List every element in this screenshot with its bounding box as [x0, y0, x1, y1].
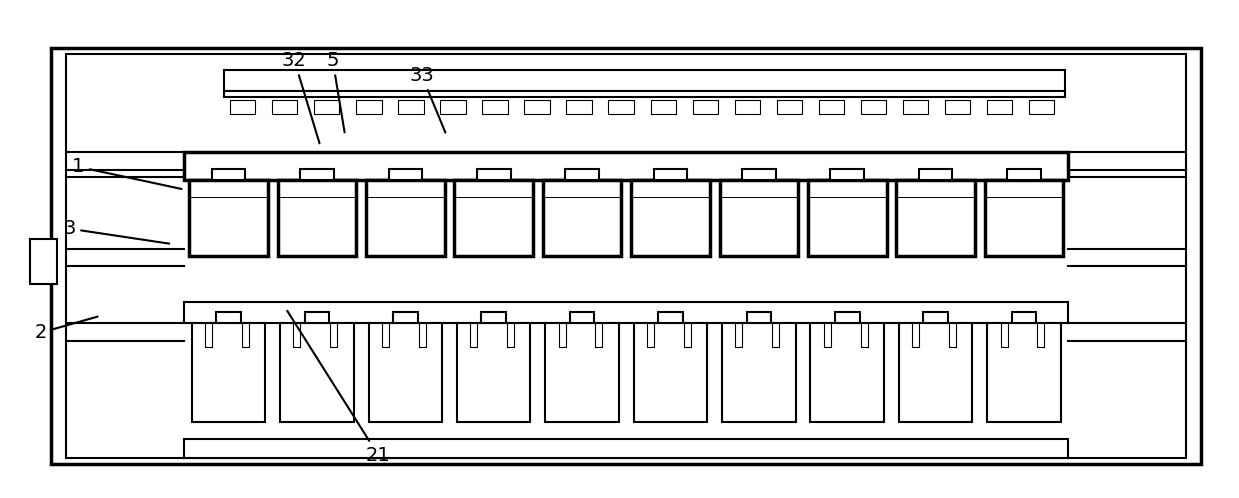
Bar [658, 312, 683, 323]
Bar [457, 323, 530, 422]
Bar [647, 323, 654, 347]
Bar [819, 101, 844, 115]
Bar [190, 180, 268, 256]
Bar [440, 101, 466, 115]
Bar [399, 101, 424, 115]
Bar [419, 323, 426, 347]
Bar [861, 101, 886, 115]
Bar [923, 312, 948, 323]
Bar [735, 323, 742, 347]
Bar [742, 169, 776, 180]
Bar [722, 323, 795, 422]
Bar [566, 101, 592, 115]
Bar [830, 169, 864, 180]
Bar [524, 101, 550, 115]
Bar [949, 323, 957, 347]
Text: 2: 2 [35, 317, 98, 342]
Bar [204, 323, 212, 347]
Bar [596, 323, 602, 347]
Bar [389, 169, 422, 180]
Bar [1028, 101, 1054, 115]
Bar [470, 323, 477, 347]
Bar [224, 91, 1064, 98]
Bar [30, 239, 57, 284]
Bar [455, 180, 533, 256]
Bar [810, 323, 885, 422]
Bar [898, 323, 973, 422]
Text: 1: 1 [72, 157, 182, 189]
Bar [185, 152, 1068, 180]
Bar [720, 180, 798, 256]
Bar [772, 323, 779, 347]
Bar [987, 323, 1061, 422]
Bar [482, 101, 508, 115]
Bar [608, 101, 633, 115]
Text: 3: 3 [63, 219, 170, 244]
Bar [185, 302, 1068, 323]
Bar [631, 180, 710, 256]
Bar [654, 169, 688, 180]
Bar [1001, 323, 1007, 347]
Bar [212, 169, 245, 180]
Bar [945, 101, 970, 115]
Bar [278, 180, 356, 256]
Bar [315, 101, 339, 115]
Bar [835, 312, 860, 323]
Bar [1037, 323, 1044, 347]
Bar [185, 439, 1068, 459]
Bar [300, 169, 333, 180]
Bar [824, 323, 831, 347]
Text: 21: 21 [287, 311, 390, 465]
Bar [357, 101, 382, 115]
Bar [382, 323, 389, 347]
Text: 33: 33 [409, 66, 445, 132]
Bar [224, 70, 1064, 91]
Bar [280, 323, 353, 422]
Bar [393, 312, 418, 323]
Bar [986, 101, 1012, 115]
Text: 5: 5 [326, 51, 344, 132]
Bar [216, 312, 240, 323]
Bar [543, 180, 621, 256]
Bar [305, 312, 330, 323]
Bar [507, 323, 514, 347]
Bar [1007, 169, 1041, 180]
Bar [570, 312, 595, 323]
Bar [545, 323, 620, 422]
Bar [559, 323, 566, 347]
Bar [294, 323, 301, 347]
Bar [366, 180, 445, 256]
Bar [777, 101, 802, 115]
Bar [242, 323, 249, 347]
Bar [747, 312, 771, 323]
Bar [192, 323, 265, 422]
Bar [919, 169, 953, 180]
Bar [808, 180, 887, 256]
Bar [861, 323, 867, 347]
Bar [985, 180, 1063, 256]
Bar [330, 323, 337, 347]
Bar [650, 101, 675, 115]
Bar [693, 101, 717, 115]
Bar [903, 101, 928, 115]
Bar [273, 101, 297, 115]
Bar [912, 323, 919, 347]
Text: 32: 32 [282, 51, 320, 143]
Bar [1012, 312, 1037, 323]
Bar [368, 323, 442, 422]
Bar [230, 101, 255, 115]
Bar [66, 54, 1186, 459]
Bar [481, 312, 506, 323]
Bar [684, 323, 691, 347]
Bar [896, 180, 975, 256]
Bar [51, 48, 1201, 465]
Bar [477, 169, 510, 180]
Bar [633, 323, 707, 422]
Bar [565, 169, 598, 180]
Bar [735, 101, 760, 115]
